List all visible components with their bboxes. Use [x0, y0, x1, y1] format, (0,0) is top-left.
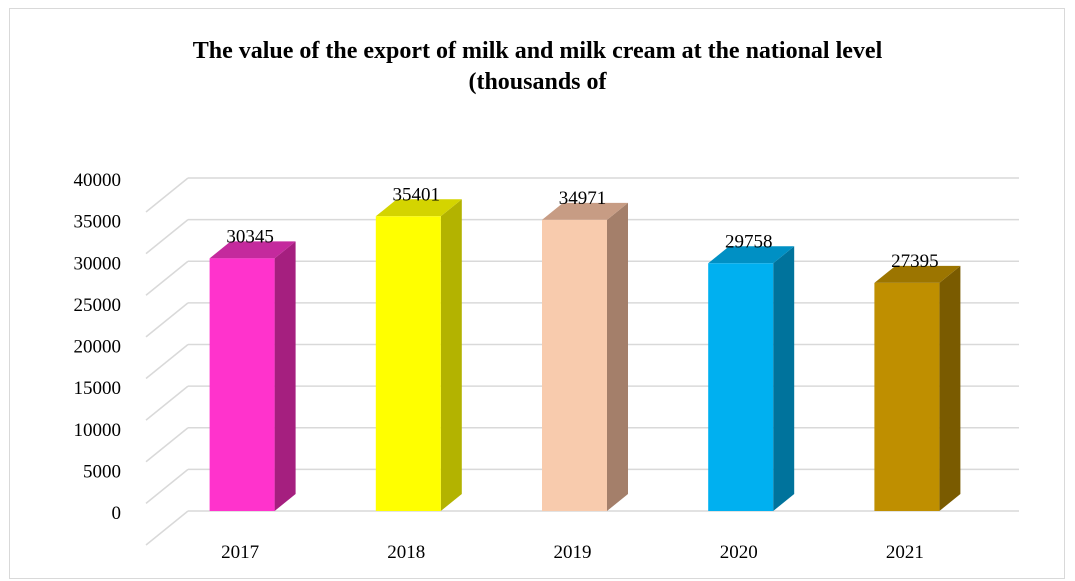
data-label: 34971: [559, 188, 607, 209]
x-tick-label: 2021: [886, 542, 924, 563]
bar-front: [375, 216, 441, 511]
data-label: 30345: [226, 226, 274, 247]
bar-front: [874, 282, 940, 511]
gridline: [145, 177, 1019, 213]
bar-2018: [375, 199, 462, 511]
y-tick-label: 25000: [74, 295, 122, 316]
bar-2017: [209, 241, 296, 511]
bar-2019: [542, 202, 628, 511]
x-tick-label: 2020: [720, 542, 758, 563]
data-label: 35401: [393, 184, 441, 205]
y-tick-label: 30000: [74, 253, 122, 274]
data-labels: 30345 35401 34971 29758 27395: [226, 184, 938, 272]
gridline: [145, 510, 1019, 546]
y-tick-label: 5000: [83, 461, 121, 482]
bar-top: [209, 241, 296, 259]
x-tick-label: 2019: [554, 542, 592, 563]
bar-side: [939, 265, 961, 511]
y-tick-label: 10000: [74, 420, 122, 441]
bar-front: [708, 263, 774, 511]
bar-side: [773, 246, 795, 511]
y-tick-label: 40000: [74, 170, 122, 191]
bar-side: [274, 241, 296, 511]
bar-top: [874, 265, 961, 283]
y-tick-label: 35000: [74, 212, 122, 233]
y-tick-label: 15000: [74, 378, 122, 399]
x-axis-ticks: 2017 2018 2019 2020 2021: [221, 542, 924, 563]
y-tick-label: 0: [112, 503, 122, 524]
y-tick-label: 20000: [74, 337, 122, 358]
bar-2020: [708, 246, 795, 511]
y-axis-ticks: 0 5000 10000 15000 20000 25000 30000 35000 40000: [74, 170, 122, 524]
data-label: 29758: [725, 231, 773, 252]
bar-top: [708, 246, 795, 264]
bars: [209, 199, 961, 511]
bar-side: [607, 202, 628, 511]
chart-title-line-2: (thousands of: [468, 69, 607, 95]
data-label: 27395: [891, 251, 939, 272]
bar-side: [440, 199, 462, 511]
bar-front: [542, 219, 607, 511]
x-tick-label: 2017: [221, 542, 259, 563]
chart-title: The value of the export of milk and milk…: [0, 36, 1075, 98]
bar-top: [542, 202, 628, 220]
chart-title-line-1: The value of the export of milk and milk…: [192, 38, 883, 64]
x-tick-label: 2018: [387, 542, 425, 563]
bar-top: [375, 199, 462, 217]
bar-front: [209, 258, 275, 511]
bar-2021: [874, 265, 961, 511]
